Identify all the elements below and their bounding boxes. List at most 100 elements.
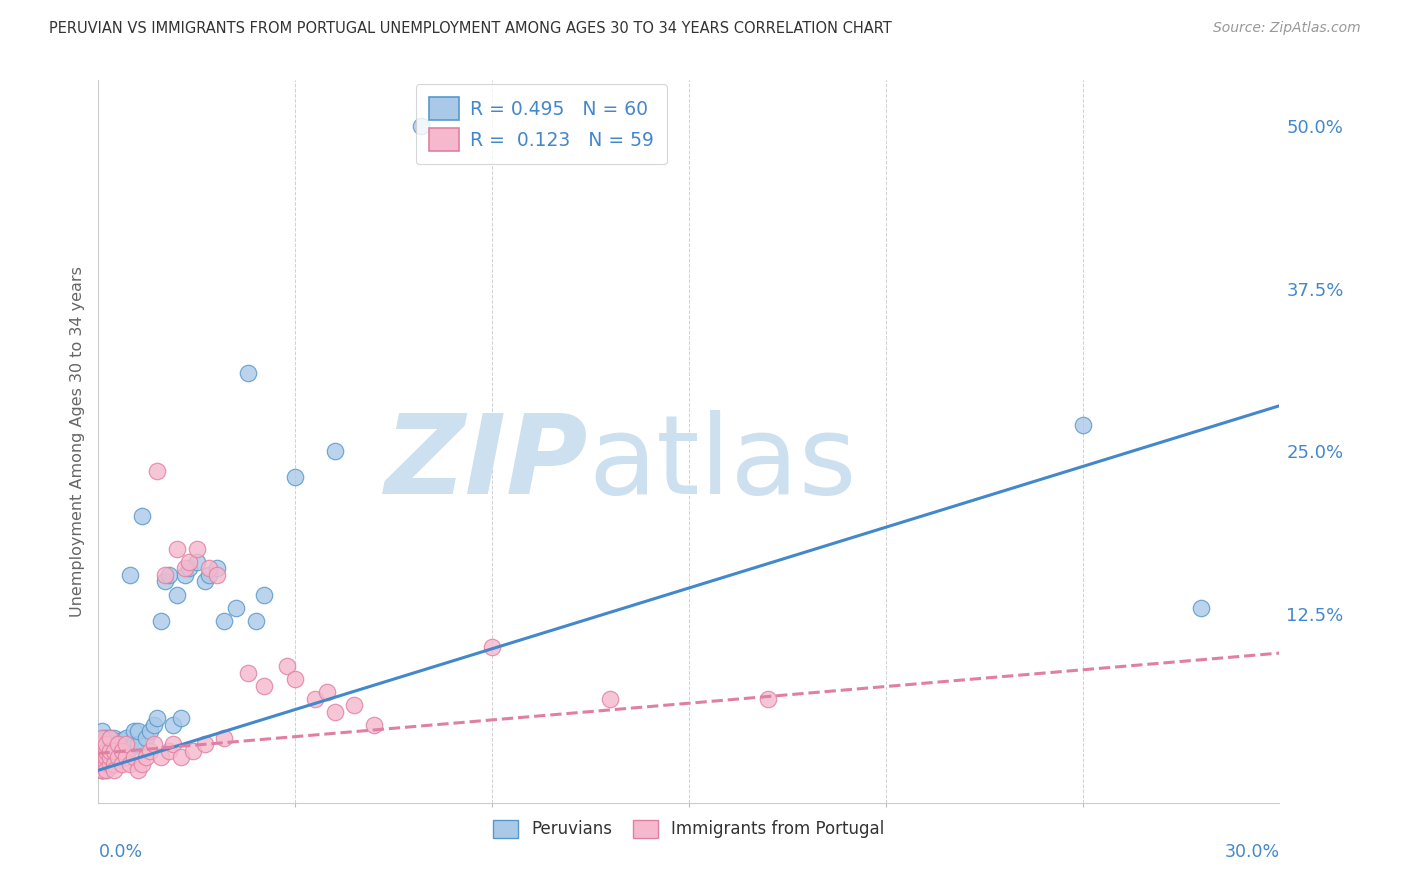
Point (96, 737, 118, 751)
Point (91, 756, 114, 771)
Point (194, 574, 217, 589)
Point (205, 568, 228, 582)
Point (170, 711, 193, 725)
Point (138, 724, 160, 739)
Point (245, 614, 267, 628)
Point (343, 698, 366, 713)
Point (157, 744, 180, 758)
Point (111, 733, 134, 747)
Point (1189, 600, 1212, 615)
Point (98, 744, 121, 758)
Point (122, 737, 145, 751)
Point (91, 756, 114, 771)
Point (127, 724, 149, 739)
Point (170, 750, 193, 764)
Point (96, 750, 118, 764)
Point (236, 366, 259, 380)
Point (91, 744, 114, 758)
Point (756, 691, 779, 706)
Point (98, 756, 121, 771)
Point (150, 614, 173, 628)
Point (91, 744, 114, 758)
Point (96, 737, 118, 751)
Point (91, 750, 114, 764)
Point (323, 705, 346, 719)
Point (98, 750, 121, 764)
Point (91, 731, 114, 745)
Point (115, 744, 138, 758)
Point (481, 640, 503, 654)
Text: ZIP: ZIP (385, 409, 589, 516)
Point (91, 737, 114, 751)
Point (103, 744, 125, 758)
Point (253, 679, 276, 693)
Point (91, 737, 114, 751)
Point (103, 744, 125, 758)
Point (142, 717, 165, 731)
Point (138, 744, 160, 758)
Point (131, 756, 153, 771)
Text: 0.0%: 0.0% (98, 843, 142, 861)
Point (186, 555, 208, 569)
Legend: Peruvians, Immigrants from Portugal: Peruvians, Immigrants from Portugal (486, 813, 891, 845)
Point (225, 600, 247, 615)
Point (111, 744, 134, 758)
Point (155, 568, 177, 582)
Y-axis label: Unemployment Among Ages 30 to 34 years: Unemployment Among Ages 30 to 34 years (69, 266, 84, 617)
Point (91, 764, 114, 778)
Point (186, 541, 208, 556)
Point (323, 444, 346, 458)
Point (174, 568, 197, 582)
Text: atlas: atlas (589, 409, 858, 516)
Point (122, 750, 145, 764)
Point (150, 750, 173, 764)
Point (284, 672, 307, 686)
Point (91, 764, 114, 778)
Point (304, 691, 326, 706)
Point (118, 568, 141, 582)
Point (284, 470, 307, 484)
Point (174, 561, 197, 575)
Point (107, 737, 129, 751)
Point (214, 614, 236, 628)
Point (96, 764, 118, 778)
Point (107, 737, 129, 751)
Point (253, 587, 276, 601)
Point (96, 756, 118, 771)
Point (411, 119, 433, 133)
Point (127, 737, 149, 751)
Point (103, 756, 125, 771)
Text: PERUVIAN VS IMMIGRANTS FROM PORTUGAL UNEMPLOYMENT AMONG AGES 30 TO 34 YEARS CORR: PERUVIAN VS IMMIGRANTS FROM PORTUGAL UNE… (49, 21, 891, 37)
Point (96, 744, 118, 758)
Point (135, 750, 157, 764)
Point (276, 659, 298, 673)
Point (91, 731, 114, 745)
Point (98, 750, 121, 764)
Point (1071, 418, 1094, 433)
Point (98, 744, 121, 758)
Point (146, 464, 169, 478)
Point (146, 711, 169, 725)
Point (107, 750, 129, 764)
Point (91, 764, 114, 778)
Point (127, 764, 149, 778)
Point (115, 750, 138, 764)
Point (197, 561, 219, 575)
Point (91, 724, 114, 739)
Point (111, 747, 134, 761)
Point (96, 744, 118, 758)
Point (162, 717, 184, 731)
Point (135, 731, 157, 745)
Point (155, 574, 177, 589)
Point (107, 750, 129, 764)
Point (98, 759, 121, 773)
Point (96, 756, 118, 771)
Point (214, 731, 236, 745)
Point (162, 737, 184, 751)
Point (103, 756, 125, 771)
Point (142, 737, 165, 751)
Point (111, 756, 134, 771)
Point (103, 731, 125, 745)
Point (118, 741, 141, 756)
Point (115, 731, 138, 745)
